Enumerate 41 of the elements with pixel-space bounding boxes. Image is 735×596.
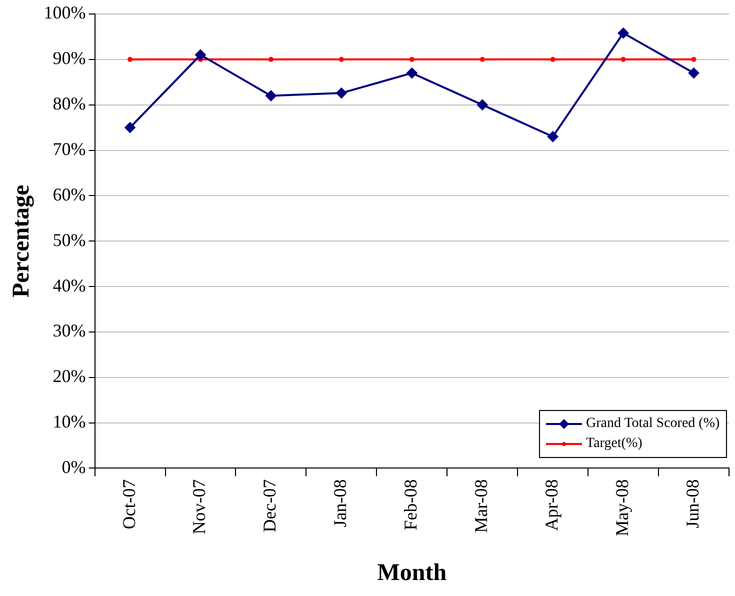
point (268, 56, 274, 62)
point (550, 56, 556, 62)
y-tick-label: 80% (52, 94, 86, 114)
y-tick-label: 30% (52, 320, 86, 341)
point (409, 56, 414, 62)
point (476, 99, 488, 110)
y-tick-label: 40% (52, 275, 86, 296)
legend-label: Target(%) (586, 436, 642, 452)
point (265, 90, 276, 102)
x-tick-label: Nov-07 (189, 479, 210, 534)
x-tick-label: Apr-08 (542, 479, 562, 531)
point (547, 131, 558, 142)
y-tick-label: 100% (44, 2, 86, 23)
x-tick-label: May-08 (612, 479, 632, 536)
y-tick-label: 50% (52, 230, 86, 250)
x-axis-title: Month (377, 560, 447, 586)
y-tick-label: 60% (52, 184, 86, 204)
y-tick-label: 0% (62, 456, 86, 477)
point (691, 56, 696, 62)
x-tick-label: Jun-08 (682, 479, 702, 528)
y-tick-label: 20% (52, 366, 86, 386)
x-tick-label: Mar-08 (471, 479, 492, 533)
point (480, 56, 485, 62)
x-tick-label: Oct-07 (118, 479, 139, 530)
point (338, 56, 344, 62)
point (620, 56, 626, 62)
point (128, 56, 133, 62)
y-tick-label: 10% (52, 412, 86, 432)
point (688, 68, 700, 79)
y-tick-label: 90% (52, 48, 86, 68)
point (406, 68, 418, 79)
x-tick-label: Dec-07 (260, 479, 280, 532)
point (336, 88, 347, 99)
y-tick-label: 70% (52, 139, 86, 159)
point (194, 49, 206, 60)
legend-label: Grand Total Scored (%) (586, 416, 720, 432)
point (618, 28, 629, 39)
point (124, 122, 136, 134)
y-axis-title: Percentage (8, 184, 35, 298)
x-tick-label: Feb-08 (400, 479, 421, 530)
x-tick-label: Jan-08 (330, 479, 350, 528)
